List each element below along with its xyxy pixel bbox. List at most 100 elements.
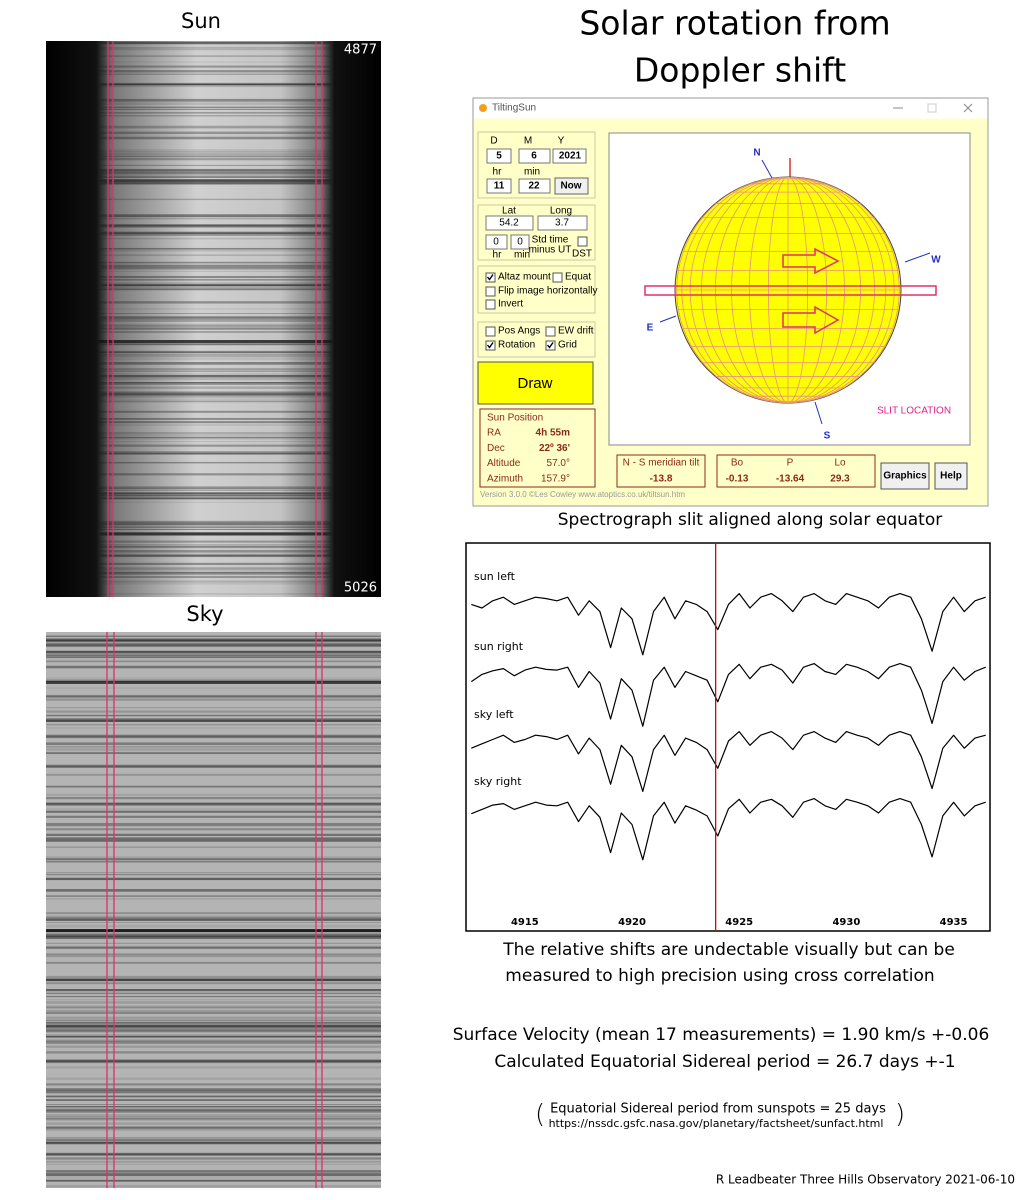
button-label: Draw: [517, 375, 552, 392]
absorption-band: [46, 1160, 381, 1163]
absorption-band: [46, 635, 381, 637]
absorption-band: [98, 444, 332, 446]
absorption-band: [46, 1006, 381, 1009]
absorption-band: [98, 224, 332, 227]
absorption-band: [46, 978, 381, 981]
window-controls[interactable]: [893, 103, 973, 113]
absorption-band: [46, 1009, 381, 1012]
absorption-band: [98, 563, 332, 565]
absorption-band: [46, 743, 381, 745]
absorption-band: [46, 1039, 381, 1041]
absorption-band: [98, 566, 332, 569]
absorption-band: [46, 898, 381, 900]
input-value: 5: [496, 151, 502, 162]
button-label: Now: [560, 181, 581, 192]
absorption-band: [46, 1002, 381, 1004]
absorption-band: [46, 1024, 381, 1028]
rotation-arrows: [782, 247, 840, 335]
absorption-band: [46, 1154, 381, 1156]
field-label: hr: [493, 167, 503, 178]
absorption-band: [46, 1179, 381, 1182]
absorption-band: [98, 501, 332, 503]
absorption-band: [46, 1185, 381, 1188]
absorption-band: [98, 179, 332, 182]
absorption-band: [98, 158, 332, 161]
checkbox[interactable]: [545, 326, 556, 337]
absorption-band: [98, 261, 332, 264]
spectrum-line: [471, 798, 986, 861]
field-label: Lat: [502, 206, 516, 217]
absorption-band: [46, 1114, 381, 1117]
absorption-band: [46, 1022, 381, 1025]
checkbox[interactable]: [485, 286, 496, 297]
input[interactable]: [486, 148, 512, 164]
absorption-band: [98, 453, 332, 455]
absorption-band: [98, 546, 332, 548]
absorption-band: [46, 934, 381, 938]
field-label: M: [524, 136, 532, 147]
absorption-band: [98, 180, 332, 182]
field-value: -13.64: [776, 474, 805, 485]
absorption-band: [98, 390, 332, 394]
absorption-band: [98, 182, 332, 185]
top-wavelength: 4877: [344, 43, 377, 58]
absorption-band: [46, 638, 381, 641]
checkbox[interactable]: [577, 236, 588, 247]
absorption-band: [46, 1028, 381, 1031]
input[interactable]: [552, 148, 587, 164]
absorption-band: [98, 108, 332, 110]
absorption-band: [46, 643, 381, 645]
input[interactable]: [485, 234, 508, 250]
checkbox[interactable]: [552, 272, 563, 283]
absorption-band: [46, 860, 381, 863]
absorption-band: [46, 976, 381, 978]
note: The relative shifts are undectable visua…: [502, 940, 955, 960]
absorption-band: [98, 231, 332, 235]
absorption-band: [98, 46, 332, 48]
input[interactable]: [510, 234, 530, 250]
input[interactable]: [537, 215, 588, 231]
field-value: -13.8: [650, 474, 673, 485]
absorption-band: [98, 386, 332, 389]
absorption-band: [46, 1185, 381, 1186]
absorption-band: [46, 1129, 381, 1131]
now-button[interactable]: [554, 177, 589, 195]
absorption-band: [98, 549, 332, 553]
draw-button[interactable]: [477, 361, 594, 405]
absorption-band: [98, 396, 332, 398]
absorption-band: [98, 395, 332, 398]
absorption-band: [46, 1118, 381, 1121]
checkbox[interactable]: [485, 326, 496, 337]
input[interactable]: [486, 178, 512, 194]
absorption-band: [46, 746, 381, 749]
absorption-band: [46, 694, 381, 697]
checkbox-label: Grid: [558, 340, 577, 351]
absorption-band: [98, 434, 332, 437]
button-label: Graphics: [883, 471, 927, 482]
absorption-band: [98, 112, 332, 114]
absorption-band: [98, 444, 332, 448]
absorption-band: [98, 151, 332, 154]
absorption-band: [98, 583, 332, 585]
absorption-band: [98, 381, 332, 384]
absorption-band: [98, 170, 332, 174]
absorption-band: [46, 802, 381, 805]
absorption-band: [98, 540, 332, 542]
absorption-band: [46, 861, 381, 862]
button-label: Help: [940, 471, 962, 482]
absorption-band: [46, 1045, 381, 1048]
absorption-band: [98, 328, 332, 330]
absorption-band: [98, 392, 332, 396]
absorption-band: [46, 1090, 381, 1094]
graphics-button[interactable]: [880, 462, 930, 490]
help-button[interactable]: [934, 462, 968, 490]
absorption-band: [98, 532, 332, 536]
absorption-band: [46, 752, 381, 754]
input[interactable]: [518, 178, 551, 194]
absorption-band: [46, 825, 381, 827]
absorption-band: [98, 451, 332, 455]
input[interactable]: [485, 215, 534, 231]
absorption-band: [98, 181, 332, 185]
input[interactable]: [518, 148, 551, 164]
checkbox[interactable]: [485, 299, 496, 310]
